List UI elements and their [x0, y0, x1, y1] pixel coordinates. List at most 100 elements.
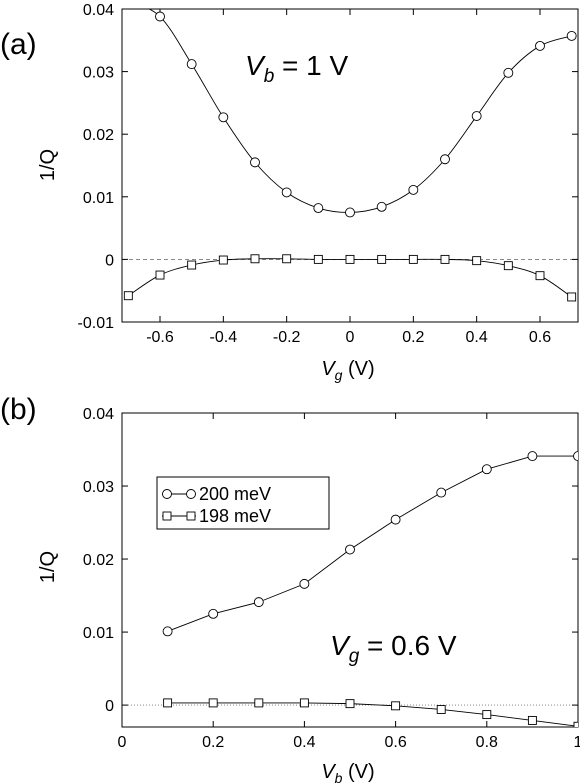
- x-tick-label: 1: [574, 734, 580, 751]
- legend-marker: [186, 511, 196, 521]
- x-tick-label: -0.6: [146, 329, 174, 346]
- panel-b-annotation-main: V: [330, 630, 351, 661]
- series-2-point: [187, 260, 197, 270]
- series-2-point: [313, 254, 323, 264]
- series-1-point: [253, 597, 264, 608]
- y-tick-label: 0: [105, 252, 114, 269]
- series-1-line: [148, 9, 572, 213]
- series-1-point: [390, 514, 401, 525]
- series-1-point: [535, 40, 545, 51]
- panel-a-xlabel: Vg (V): [321, 358, 374, 383]
- x-tick-label: 0.2: [402, 329, 424, 346]
- x-tick-label: 0.8: [476, 734, 498, 751]
- series-1: [162, 451, 578, 637]
- panel-b-xlabel: Vb (V): [321, 761, 374, 784]
- panel-a-xlabel-unit: (V): [342, 358, 374, 380]
- series-2-point: [535, 271, 545, 281]
- y-tick-label: 0.03: [83, 479, 114, 496]
- x-tick-label: -0.4: [210, 329, 238, 346]
- plot-frame: [121, 8, 579, 323]
- series-1-point: [345, 207, 355, 218]
- legend-entry-label: 198 meV: [199, 506, 271, 526]
- panel-a-label: (a): [0, 28, 37, 61]
- x-tick-label: 0: [118, 734, 127, 751]
- y-tick-label: 0.04: [83, 2, 114, 19]
- series-2-point: [482, 710, 492, 720]
- series-1-point: [155, 11, 165, 22]
- panel-b-xlabel-sub: b: [335, 770, 343, 784]
- series-1-point: [440, 154, 450, 165]
- legend-marker: [162, 489, 172, 499]
- y-tick-label: 0.03: [83, 65, 114, 82]
- legend-entry-label: 200 meV: [199, 484, 271, 504]
- y-tick-label: 0.02: [83, 127, 114, 144]
- series-2-point: [377, 254, 387, 264]
- panel-b-label: (b): [0, 393, 37, 426]
- series-2-point: [345, 254, 355, 264]
- series-2-point: [123, 291, 133, 301]
- series-1-point: [527, 451, 538, 462]
- panel-b-xlabel-main: V: [321, 761, 336, 783]
- series-1-point: [208, 608, 219, 619]
- y-tick-label: -0.01: [78, 315, 115, 332]
- series-1-point: [566, 30, 577, 41]
- series-1-point: [218, 112, 229, 123]
- y-tick-label: 0.01: [83, 625, 114, 642]
- y-tick-label: 0.02: [83, 552, 114, 569]
- y-tick-label: 0: [105, 698, 114, 715]
- series-1-line: [167, 455, 578, 632]
- panel-a-plot: -0.6 -0.4 -0.2 0 0.2 0.4 0.6 -0.01 0 0.01 0.02 0.03…: [78, 0, 579, 346]
- series-2-point: [527, 715, 537, 725]
- series-2-point: [299, 698, 309, 708]
- y-tick-label: 0.01: [83, 190, 114, 207]
- series-1: [124, 0, 577, 218]
- series-1-point: [408, 184, 419, 195]
- series-1-point: [299, 578, 310, 589]
- legend-marker: [186, 489, 196, 499]
- panel-a-xlabel-main: V: [321, 358, 336, 380]
- series-1-point: [573, 451, 578, 462]
- panel-b-ylabel: 1/Q: [37, 551, 59, 583]
- series-2-point: [503, 261, 513, 271]
- series-1-point: [345, 544, 355, 555]
- series-2-point: [345, 699, 355, 709]
- panel-b: (b) 1/Q Vb (V) Vg = 0.6 V 0 0.2 0.4 0.6 0.8 1…: [0, 393, 580, 784]
- series-2: [163, 698, 578, 727]
- series-1-point: [162, 626, 173, 637]
- panel-a-annotation: Vb = 1 V: [245, 50, 349, 87]
- panel-b-annotation-rest: = 0.6 V: [359, 630, 457, 661]
- series-1-point: [124, 0, 133, 6]
- series-2-point: [573, 721, 578, 727]
- series-1-point: [281, 187, 292, 198]
- panel-a-annotation-rest: = 1 V: [274, 50, 348, 81]
- series-2-point: [218, 255, 228, 265]
- series-2-point: [440, 254, 450, 264]
- x-tick-label: 0.4: [293, 734, 315, 751]
- x-tick-label: 0.2: [202, 734, 224, 751]
- panel-a: (a) 1/Q Vg (V) Vb = 1 V -0.6 -0.4 -0.2 0 0.2…: [0, 0, 579, 383]
- x-tick-label: 0.6: [529, 329, 551, 346]
- series-1-point: [503, 67, 514, 78]
- series-1-point: [250, 157, 260, 168]
- panel-b-annotation: Vg = 0.6 V: [330, 630, 457, 667]
- legend-marker: [162, 511, 172, 521]
- panel-b-annotation-sub: g: [349, 646, 360, 667]
- series-2-point: [391, 701, 401, 711]
- series-2-point: [567, 292, 577, 302]
- series-2-point: [208, 698, 218, 708]
- series-2-point: [408, 254, 418, 264]
- x-tick-label: -0.2: [273, 329, 301, 346]
- panel-a-annotation-main: V: [245, 50, 266, 81]
- series-2-point: [163, 698, 173, 708]
- plot-frame: [121, 412, 579, 728]
- series-2-point: [472, 256, 482, 266]
- series-1-point: [376, 201, 387, 212]
- series-2-point: [155, 270, 165, 280]
- series-2-point: [282, 254, 292, 264]
- series-2-line: [167, 702, 578, 727]
- x-tick-label: 0: [346, 329, 355, 346]
- series-1-point: [313, 203, 324, 214]
- panel-a-ylabel: 1/Q: [37, 149, 59, 181]
